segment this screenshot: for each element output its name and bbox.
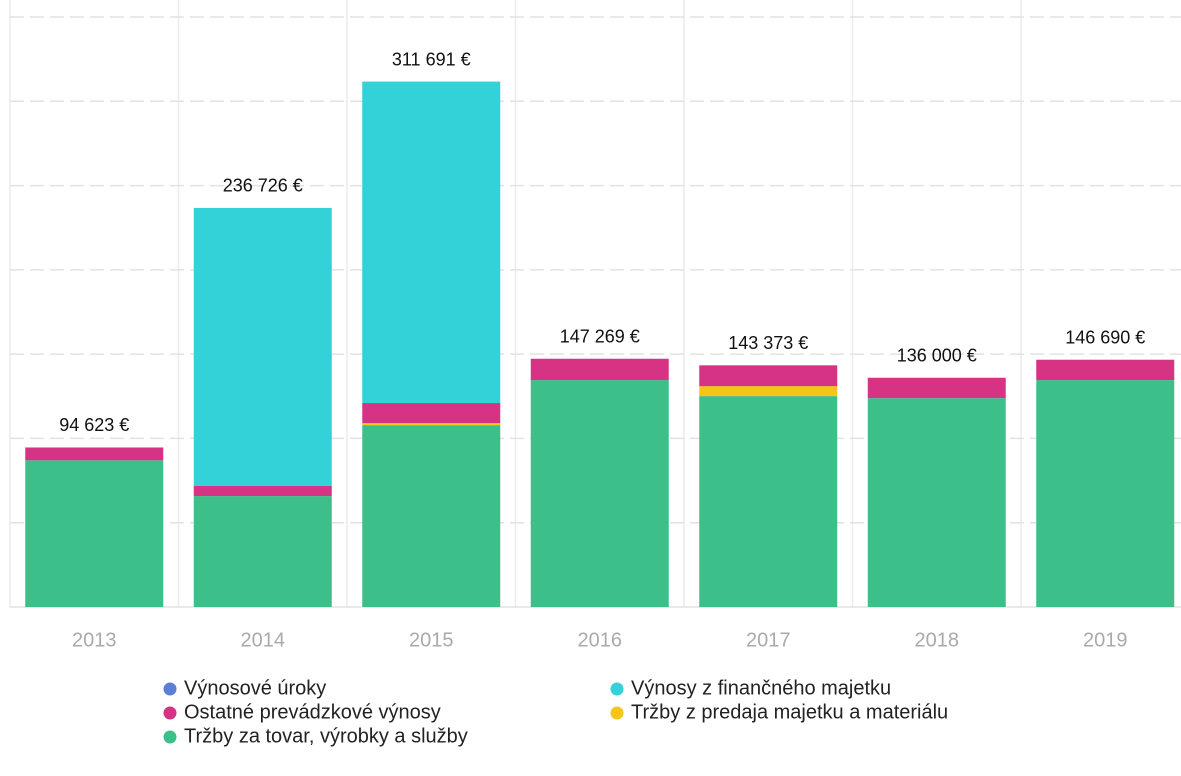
x-tick-label: 2016	[578, 629, 623, 651]
bar-segment	[362, 423, 501, 426]
legend-label: Výnosy z finančného majetku	[631, 677, 891, 699]
bar-segment	[1036, 359, 1175, 381]
x-tick-label: 2015	[409, 629, 454, 651]
legend-label: Výnosové úroky	[184, 677, 326, 699]
legend-swatch	[163, 706, 177, 720]
total-label: 94 623 €	[59, 415, 129, 435]
bar-segment	[1036, 380, 1175, 607]
legend-swatch	[163, 730, 177, 744]
bar-segment	[25, 447, 164, 461]
x-tick-label: 2013	[72, 629, 117, 651]
x-tick-label: 2019	[1083, 629, 1128, 651]
total-label: 146 690 €	[1065, 327, 1145, 347]
bar-segment	[699, 396, 838, 607]
bar-segment	[193, 485, 332, 497]
x-tick-label: 2017	[746, 629, 791, 651]
total-label: 147 269 €	[560, 326, 640, 346]
bar-segment	[193, 496, 332, 607]
x-tick-label: 2014	[241, 629, 286, 651]
legend-swatch	[610, 682, 624, 696]
total-label: 136 000 €	[897, 345, 977, 365]
bar-segment	[193, 207, 332, 486]
legend-swatch	[163, 682, 177, 696]
bar-segment	[530, 358, 669, 381]
bar-segment	[699, 365, 838, 387]
legend-swatch	[610, 706, 624, 720]
total-label: 143 373 €	[728, 333, 808, 353]
bar-segment	[867, 377, 1006, 399]
bar-segment	[362, 425, 501, 607]
legend-label: Tržby z predaja majetku a materiálu	[631, 701, 948, 723]
bar-segment	[362, 81, 501, 404]
legend-label: Tržby za tovar, výrobky a služby	[184, 725, 468, 747]
bar-segment	[530, 380, 669, 607]
bar-segment	[362, 403, 501, 424]
bar-segment	[867, 398, 1006, 607]
total-label: 236 726 €	[223, 176, 303, 196]
bar-segment	[699, 386, 838, 397]
x-tick-label: 2018	[915, 629, 960, 651]
legend-label: Ostatné prevádzkové výnosy	[184, 701, 441, 723]
total-label: 311 691 €	[392, 49, 471, 69]
bar-segment	[25, 460, 164, 607]
